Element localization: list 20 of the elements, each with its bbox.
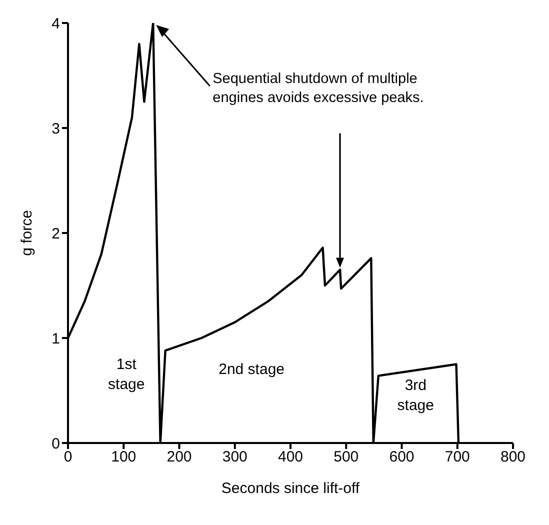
y-tick-label: 3 xyxy=(52,120,60,138)
annotation: Sequential shutdown of multiple engines avoids excessive peaks. xyxy=(212,70,425,108)
x-tick-label: 600 xyxy=(389,448,414,466)
y-tick-label: 1 xyxy=(52,330,60,348)
y-tick-label: 0 xyxy=(52,435,60,452)
x-axis-title: Seconds since lift-off xyxy=(221,480,360,497)
annotation: 1st stage xyxy=(107,354,146,395)
x-tick-label: 500 xyxy=(334,448,359,466)
y-tick-label: 4 xyxy=(52,15,60,32)
y-tick-label: 2 xyxy=(52,225,60,242)
x-tick-label: 300 xyxy=(222,448,248,466)
x-tick-label: 0 xyxy=(64,448,72,466)
annotation: 3rd stage xyxy=(396,376,435,416)
x-tick-label: 100 xyxy=(111,448,136,466)
x-tick-label: 200 xyxy=(166,448,192,466)
annotation: 2nd stage xyxy=(218,360,286,380)
x-tick-label: 800 xyxy=(500,448,526,466)
y-axis-title: g force xyxy=(18,210,36,256)
x-tick-label: 400 xyxy=(278,448,304,466)
x-tick-label: 700 xyxy=(444,448,470,466)
